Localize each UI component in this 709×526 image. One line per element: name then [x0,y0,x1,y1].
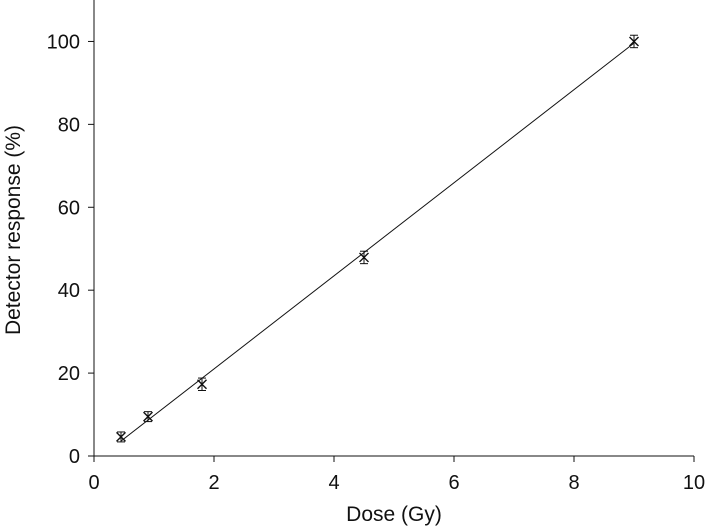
x-marker-stroke-b [359,252,369,263]
data-points [116,34,639,443]
y-tick-label: 100 [47,31,80,53]
x-marker-stroke-b [143,411,153,422]
data-point [116,431,126,443]
data-point [359,250,369,265]
x-tick-label: 4 [328,472,339,494]
x-tick-label: 10 [683,472,705,494]
data-point [143,411,153,423]
x-marker-stroke-b [197,379,207,390]
x-tick-label: 0 [88,472,99,494]
y-tick-label: 0 [69,446,80,468]
fit-line-group [120,42,635,442]
fit-line [120,42,635,442]
axes [88,0,695,462]
y-axis-title: Detector response (%) [2,125,25,335]
x-marker-stroke-b [116,431,126,442]
y-tick-label: 80 [58,114,80,136]
x-axis-title: Dose (Gy) [346,503,442,526]
data-point [197,377,207,392]
x-marker-stroke-b [629,36,639,47]
y-tick-label: 60 [58,197,80,219]
x-tick-label: 8 [568,472,579,494]
x-tick-label: 6 [448,472,459,494]
y-tick-label: 40 [58,280,80,302]
x-tick-label: 2 [208,472,219,494]
data-point [629,34,639,49]
y-tick-label: 20 [58,363,80,385]
